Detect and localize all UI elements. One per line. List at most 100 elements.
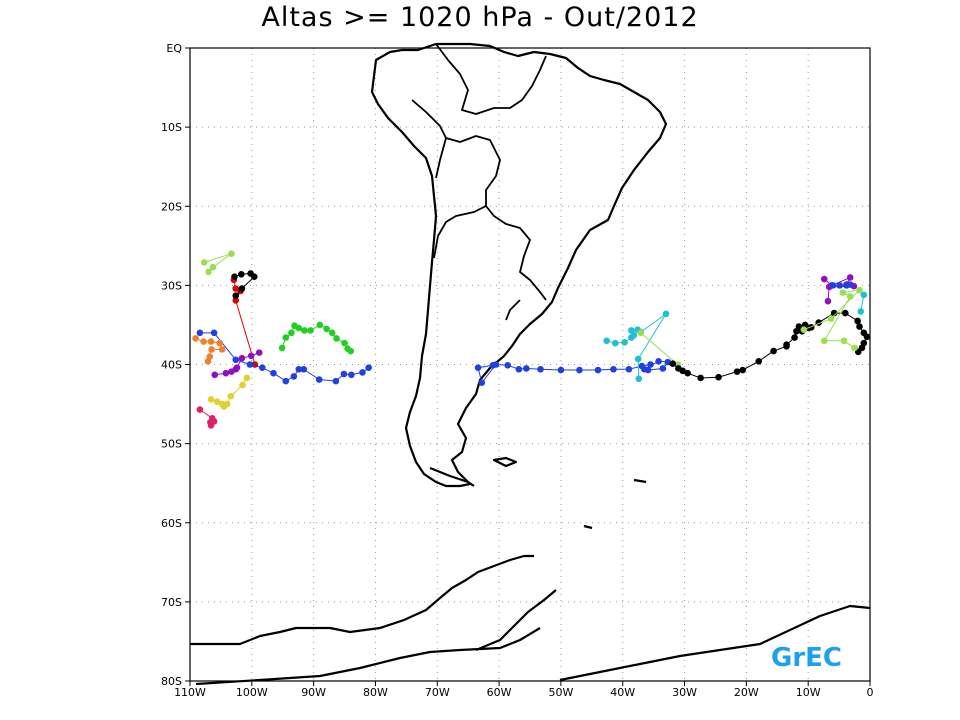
track-point [300,365,308,373]
track-point [348,371,355,379]
track-point [211,371,219,379]
track-point [679,367,686,375]
track-point [820,275,828,283]
lon-tick-label: 60W [487,686,512,699]
track-point [641,365,648,373]
track-point [290,373,298,380]
track-point [259,364,266,371]
track-point [659,365,667,372]
antarctica-coastline [190,554,871,686]
lon-tick-label: 80W [363,686,388,699]
track-point [243,374,251,382]
track-point [340,370,348,378]
track-point [270,369,277,377]
track-point [830,309,838,317]
lat-tick-label: 10S [161,121,182,134]
track-point [783,341,790,349]
track-point [839,289,847,296]
track-point [857,308,865,315]
track-point [207,396,215,403]
map-title: Altas >= 1020 hPa - Out/2012 [261,2,699,33]
track-point [610,365,617,373]
track-point [800,326,808,333]
track-point [209,263,217,271]
lon-tick-label: 40W [610,686,635,699]
track-point [238,285,246,292]
track-point [474,364,482,371]
track-point [635,375,643,383]
track-line [281,324,351,352]
track-point [625,365,633,373]
lat-tick-label: 50S [161,438,182,451]
track-point [233,364,241,371]
track-point [856,286,863,294]
track-point [213,398,221,405]
track-line [640,332,679,365]
track-point [210,329,218,337]
track-point [492,361,500,368]
lon-tick-label: 20W [734,686,759,699]
track-point [316,321,324,329]
track-line [803,289,861,349]
track-point [232,297,240,304]
track-point [192,335,199,342]
track-point [222,369,230,377]
lon-tick-label: 30W [672,686,697,699]
track-point [315,376,323,383]
track-point [478,379,486,386]
track-point [603,337,610,345]
track-point [288,329,295,337]
track-point [662,310,670,318]
lat-tick-label: 30S [161,279,182,292]
track-point [770,347,777,355]
track-point [210,418,218,425]
falkland-islands [492,456,518,468]
track-point [557,366,565,374]
track-point [250,273,258,280]
track-point [218,346,226,353]
track-point [333,335,340,342]
lat-tick-label: 70S [161,596,182,609]
track-line [233,279,256,365]
track-point [365,364,372,371]
track-point [231,273,238,280]
track-point [196,406,204,413]
track-point [204,358,212,365]
track-point [208,346,215,353]
lat-tick-label: 60S [161,517,182,530]
track-point [359,369,366,376]
track-point [612,339,619,347]
track-point [504,361,512,369]
track-point [715,373,722,381]
south-america-coastline [370,42,668,488]
track-point [200,259,208,266]
track-point [733,368,741,375]
track-point [634,355,642,363]
track-point [238,270,245,278]
track-point [841,309,849,317]
track-point [341,339,348,347]
track-point [200,338,207,345]
lat-tick-label: 40S [161,359,182,372]
track-point [515,365,523,373]
track-point [282,334,290,341]
track-point [207,338,215,345]
track-point [247,352,255,360]
south-georgia [583,524,593,530]
track-point [332,377,340,385]
track-point [537,365,544,373]
track-point [669,360,677,368]
graticule-grid [189,47,871,682]
track-point [820,337,828,345]
track-point [239,381,246,389]
track-point [323,325,330,333]
tierra-del-fuego [429,466,475,487]
track-point [795,323,803,330]
track-point [232,292,240,299]
track-point [576,366,583,374]
lat-tick-label: 20S [161,200,182,213]
lat-tick-label: EQ [166,42,182,55]
track-point [739,366,746,374]
